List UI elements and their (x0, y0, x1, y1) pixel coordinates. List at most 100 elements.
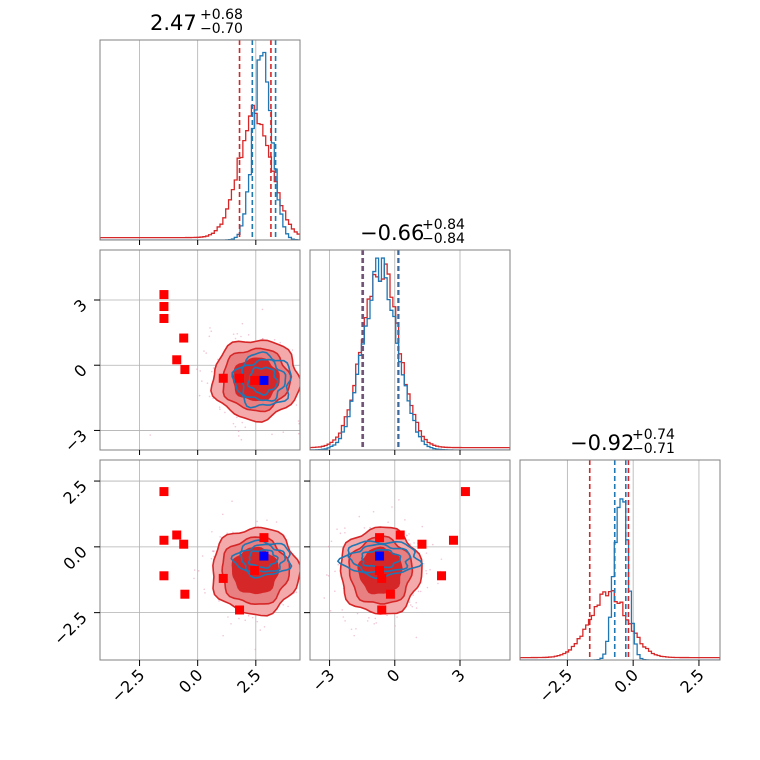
sample-dot (429, 568, 431, 571)
sample-dot (197, 570, 200, 572)
sample-dot (422, 562, 425, 565)
sample-dot (366, 620, 369, 622)
sample-dot (204, 592, 206, 594)
sample-dot (374, 617, 377, 620)
red-marker (159, 571, 169, 581)
param-title-0: 2.47 (150, 11, 197, 35)
y-tick-label-1-1: 0 (70, 361, 91, 382)
param-title-2: −0.92 (570, 431, 634, 455)
blue-contour-21-2 (336, 540, 424, 579)
sample-dot (419, 590, 422, 593)
blue-contour-21-1 (347, 543, 412, 574)
sample-dot (297, 432, 300, 435)
blue-marker (375, 551, 385, 561)
panel-inner-1-0 (100, 250, 304, 450)
sample-dot (254, 648, 257, 651)
red-marker (159, 290, 169, 300)
sample-dot (353, 634, 356, 637)
x-tick-label-2-2: 2.5 (676, 665, 707, 696)
sample-dot (408, 601, 411, 603)
panel-inner-2-1 (310, 460, 510, 660)
sample-dot (305, 557, 307, 559)
sample-dot (241, 421, 244, 424)
sample-dot (205, 352, 208, 354)
sample-dot (295, 404, 298, 406)
red-marker (180, 589, 190, 599)
sample-dot (210, 330, 213, 332)
blue-contour-10-2 (231, 351, 293, 409)
sample-dot (426, 586, 429, 589)
sample-dot (261, 308, 264, 311)
sample-dot (273, 338, 276, 341)
sample-dot (193, 569, 196, 571)
sample-dot (408, 533, 410, 535)
x-tick-label-1-0: −3 (308, 665, 338, 695)
sample-dot (259, 629, 262, 631)
sample-dot (201, 380, 203, 382)
panel-inner-2-0 (100, 460, 310, 660)
sample-dot (201, 555, 204, 557)
sample-dot (415, 607, 418, 609)
sample-dot (206, 382, 209, 384)
red-marker (159, 302, 169, 312)
sample-dot (425, 552, 428, 554)
panel-2-1 (309, 459, 511, 661)
sample-dot (218, 600, 220, 602)
sample-dot (297, 420, 300, 422)
sample-dot (196, 368, 198, 370)
sample-dot (212, 367, 215, 369)
sample-dot (279, 341, 282, 344)
panel-frame-21 (309, 459, 511, 661)
param-title-upper-0: +0.68 (200, 7, 243, 23)
diag-frame-0 (99, 39, 301, 241)
sample-dot (302, 364, 304, 366)
y-tick-label-1-2: 3 (70, 295, 91, 316)
sample-dot (235, 416, 238, 419)
diag-panel-2: −0.92+0.74−0.71 (519, 427, 721, 661)
panel-1-0 (99, 249, 304, 451)
sample-dot (355, 627, 357, 630)
sample-dot (212, 550, 215, 553)
sample-dot (230, 622, 232, 625)
red-marker (377, 605, 387, 615)
sample-dot (409, 604, 412, 606)
red-marker (179, 333, 189, 343)
sample-dot (308, 610, 310, 612)
sample-dot (339, 532, 342, 535)
y-tick-label-1-0: −3 (61, 426, 91, 456)
sample-dot (208, 335, 211, 338)
sample-dot (211, 530, 213, 533)
red-marker (385, 589, 395, 599)
sample-dot (358, 515, 361, 518)
sample-dot (237, 430, 240, 433)
param-title-upper-1: +0.84 (422, 217, 465, 233)
sample-dot (341, 609, 344, 611)
red-marker (437, 571, 447, 581)
sample-dot (363, 527, 366, 529)
sample-dot (368, 617, 370, 619)
red-marker (159, 313, 169, 323)
sample-dot (232, 531, 234, 534)
sample-dot (391, 506, 393, 508)
sample-dot (208, 395, 211, 398)
sample-dot (227, 616, 229, 618)
red-marker (250, 566, 260, 576)
blue-contour-20-1 (239, 543, 287, 573)
red-marker (448, 535, 458, 545)
red-marker (377, 573, 387, 583)
sample-dot (344, 527, 346, 529)
sample-dot (256, 620, 259, 623)
sample-dot (232, 333, 235, 335)
x-tick-label-0-2: 2.5 (233, 665, 264, 696)
red-marker (250, 375, 260, 385)
sample-dot (337, 563, 340, 566)
sample-dot (244, 619, 247, 622)
sample-dot (350, 628, 353, 631)
sample-dot (417, 590, 420, 593)
sample-dot (431, 543, 434, 546)
param-title-lower-2: −0.71 (632, 441, 675, 457)
sample-dot (226, 532, 228, 534)
y-tick-label-2-1: 0.0 (59, 542, 90, 573)
sample-dot (232, 422, 235, 425)
sample-dot (369, 526, 371, 529)
